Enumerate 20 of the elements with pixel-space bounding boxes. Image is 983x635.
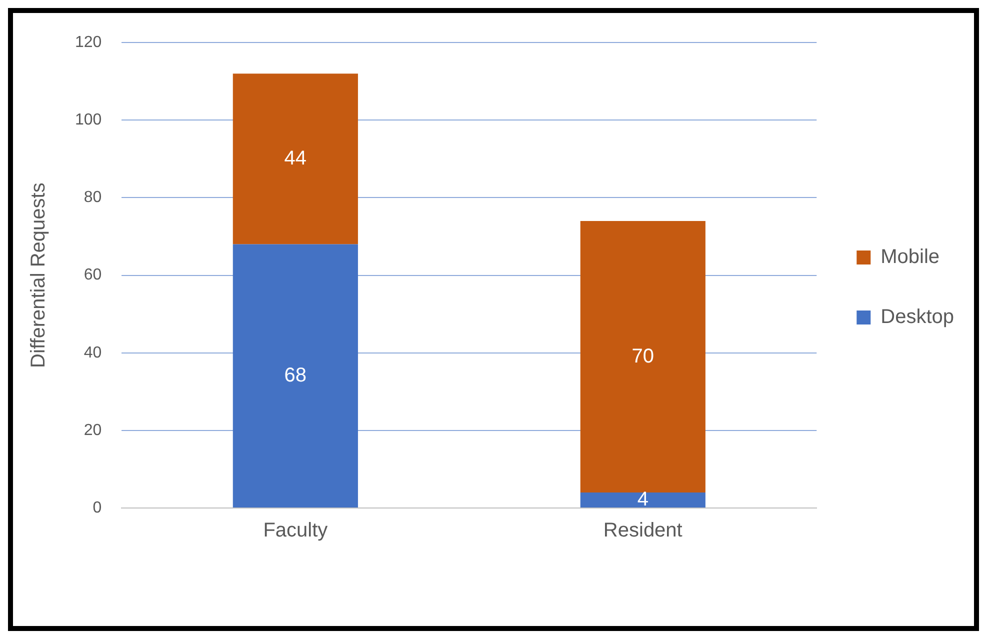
data-label: 68 (284, 364, 307, 386)
bar (580, 221, 706, 492)
y-tick-label: 40 (84, 344, 102, 362)
data-label: 44 (284, 147, 307, 170)
y-tick-label: 0 (92, 499, 102, 516)
bar (580, 492, 706, 508)
legend-label: Desktop (880, 306, 954, 328)
data-label: 70 (632, 345, 654, 368)
y-axis-title: Differential Requests (28, 182, 50, 368)
y-tick-label: 100 (74, 112, 102, 129)
y-tick-label: 60 (84, 266, 102, 284)
x-tick-label: Faculty (263, 520, 328, 542)
x-tick-label: Resident (603, 520, 683, 542)
y-tick-label: 120 (74, 34, 102, 52)
data-label: 4 (637, 488, 648, 511)
y-tick-label: 20 (84, 422, 102, 439)
y-tick-label: 80 (84, 189, 102, 206)
bar (232, 244, 358, 508)
legend-label: Mobile (880, 246, 940, 268)
bar (232, 74, 358, 244)
